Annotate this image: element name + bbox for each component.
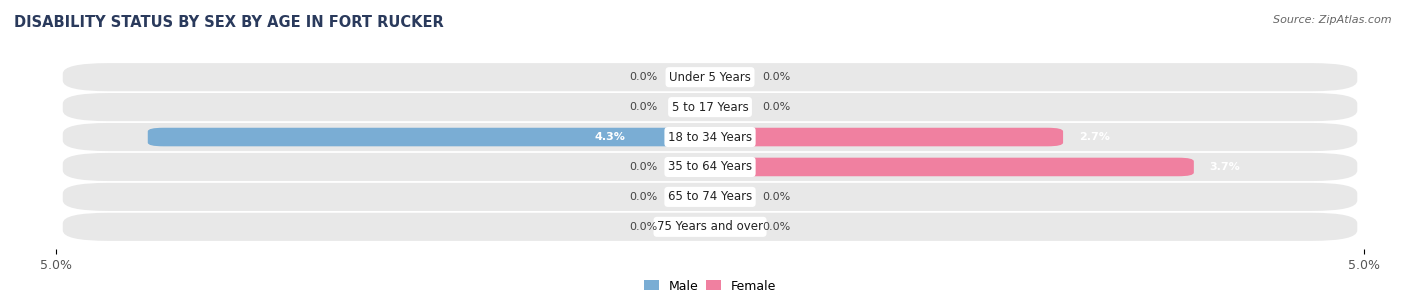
FancyBboxPatch shape [710,158,1194,176]
Text: 0.0%: 0.0% [630,72,658,82]
Text: 0.0%: 0.0% [630,192,658,202]
FancyBboxPatch shape [148,128,710,146]
FancyBboxPatch shape [673,70,710,84]
FancyBboxPatch shape [710,220,747,234]
Text: Under 5 Years: Under 5 Years [669,71,751,84]
Legend: Male, Female: Male, Female [638,275,782,298]
FancyBboxPatch shape [710,128,1063,146]
FancyBboxPatch shape [63,123,1357,151]
Text: 2.7%: 2.7% [1078,132,1109,142]
FancyBboxPatch shape [63,153,1357,181]
Text: DISABILITY STATUS BY SEX BY AGE IN FORT RUCKER: DISABILITY STATUS BY SEX BY AGE IN FORT … [14,15,444,30]
FancyBboxPatch shape [673,160,710,174]
Text: 0.0%: 0.0% [762,192,790,202]
Text: 0.0%: 0.0% [630,102,658,112]
Text: 0.0%: 0.0% [762,102,790,112]
FancyBboxPatch shape [63,93,1357,121]
FancyBboxPatch shape [710,100,747,114]
Text: 0.0%: 0.0% [762,72,790,82]
Text: 65 to 74 Years: 65 to 74 Years [668,190,752,203]
FancyBboxPatch shape [673,100,710,114]
FancyBboxPatch shape [710,190,747,204]
FancyBboxPatch shape [673,190,710,204]
Text: Source: ZipAtlas.com: Source: ZipAtlas.com [1274,15,1392,25]
Text: 3.7%: 3.7% [1209,162,1240,172]
Text: 0.0%: 0.0% [762,222,790,232]
Text: 0.0%: 0.0% [630,162,658,172]
Text: 75 Years and over: 75 Years and over [657,220,763,233]
Text: 35 to 64 Years: 35 to 64 Years [668,161,752,174]
Text: 18 to 34 Years: 18 to 34 Years [668,130,752,143]
FancyBboxPatch shape [63,213,1357,241]
Text: 0.0%: 0.0% [630,222,658,232]
FancyBboxPatch shape [710,70,747,84]
FancyBboxPatch shape [63,63,1357,91]
FancyBboxPatch shape [63,183,1357,211]
Text: 5 to 17 Years: 5 to 17 Years [672,101,748,114]
Text: 4.3%: 4.3% [595,132,626,142]
FancyBboxPatch shape [673,220,710,234]
